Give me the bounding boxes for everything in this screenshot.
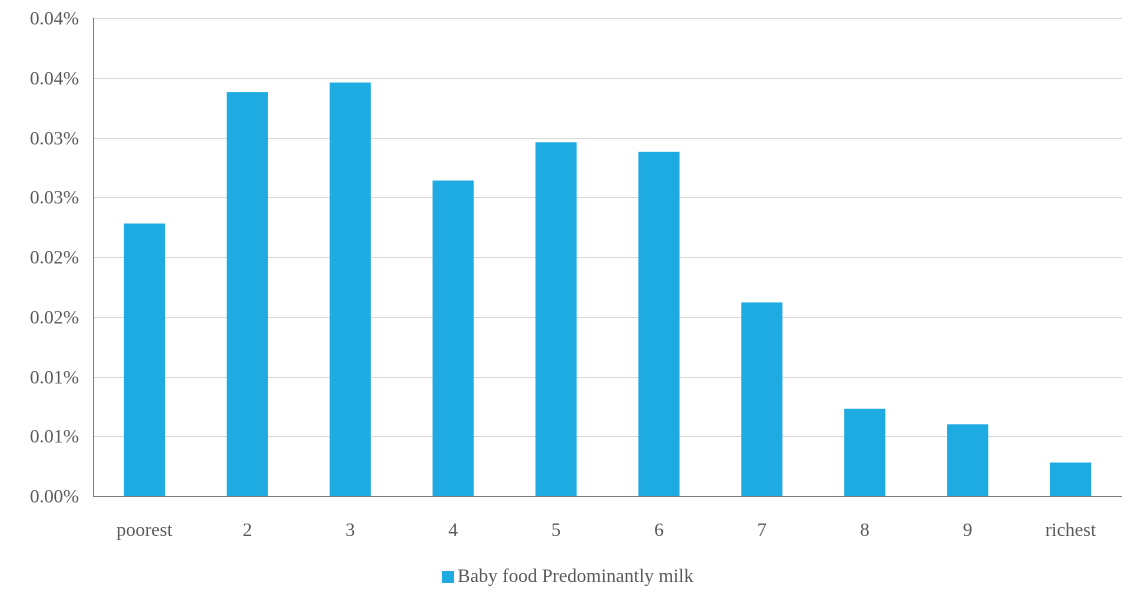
legend-label: Baby food Predominantly milk <box>457 566 694 587</box>
legend: Baby food Predominantly milk <box>0 566 1135 588</box>
x-tick-label: 5 <box>551 520 561 541</box>
bar <box>123 223 166 497</box>
x-tick-label: 9 <box>963 520 973 541</box>
legend-swatch <box>441 571 454 583</box>
x-tick-label: 4 <box>448 520 458 541</box>
bar <box>947 424 989 496</box>
y-tick-label: 0.03% <box>30 129 79 150</box>
x-tick-labels: poorest 2 3 4 5 6 7 8 9 richest <box>116 520 1096 541</box>
bar <box>329 82 371 496</box>
bar <box>1049 462 1092 496</box>
x-tick-label: richest <box>1045 520 1096 541</box>
y-tick-label: 0.00% <box>30 487 79 508</box>
x-tick-label: 2 <box>243 520 253 541</box>
y-tick-label: 0.02% <box>30 248 79 269</box>
bar <box>535 142 577 496</box>
x-tick-label: 8 <box>860 520 870 541</box>
x-tick-label: 3 <box>346 520 356 541</box>
bar <box>432 180 474 496</box>
bars <box>123 82 1092 497</box>
y-tick-label: 0.01% <box>30 427 79 448</box>
y-tick-label: 0.02% <box>30 308 79 329</box>
x-tick-label: 6 <box>654 520 664 541</box>
y-tick-label: 0.01% <box>30 368 79 389</box>
bar <box>638 151 680 496</box>
bar <box>226 92 268 496</box>
y-tick-label: 0.03% <box>30 188 79 209</box>
bar <box>844 408 886 496</box>
axes <box>93 18 1122 497</box>
x-tick-label: poorest <box>116 520 173 541</box>
y-tick-labels: 0.00% 0.01% 0.01% 0.02% 0.02% 0.03% 0.03% 0.04%… <box>30 9 79 508</box>
y-tick-label: 0.04% <box>30 69 79 90</box>
bar <box>741 302 783 496</box>
bar-chart: 0.00% 0.01% 0.01% 0.02% 0.02% 0.03% 0.03% 0.04%… <box>30 9 1122 541</box>
y-tick-label: 0.04% <box>30 9 79 30</box>
x-tick-label: 7 <box>757 520 767 541</box>
